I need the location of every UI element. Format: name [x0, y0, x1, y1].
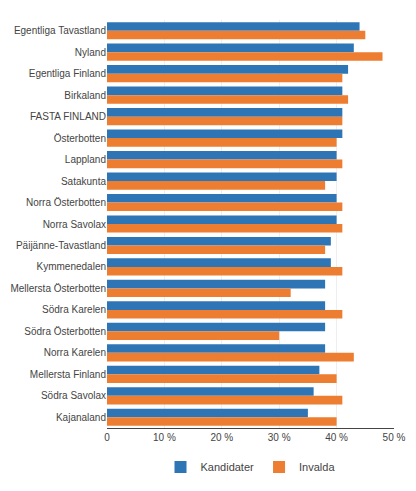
svg-text:Kajanaland: Kajanaland	[56, 412, 106, 423]
svg-text:Södra Österbotten: Södra Österbotten	[24, 326, 106, 337]
svg-text:Mellersta Österbotten: Mellersta Österbotten	[10, 283, 106, 294]
svg-text:50 %: 50 %	[383, 432, 406, 443]
svg-text:Södra Savolax: Södra Savolax	[41, 390, 106, 401]
svg-text:Invalda: Invalda	[299, 461, 335, 473]
svg-text:Södra Karelen: Södra Karelen	[42, 304, 106, 315]
svg-text:30 %: 30 %	[268, 432, 291, 443]
svg-text:0: 0	[104, 432, 110, 443]
svg-text:Nyland: Nyland	[75, 47, 106, 58]
svg-text:Egentliga Finland: Egentliga Finland	[29, 68, 106, 79]
svg-text:Norra Österbotten: Norra Österbotten	[26, 197, 106, 208]
svg-text:Österbotten: Österbotten	[54, 133, 106, 144]
svg-text:Birkaland: Birkaland	[64, 90, 106, 101]
svg-text:Mellersta Finland: Mellersta Finland	[30, 369, 106, 380]
svg-text:Kandidater: Kandidater	[201, 461, 255, 473]
svg-text:Kymmenedalen: Kymmenedalen	[37, 261, 106, 272]
svg-text:Norra Karelen: Norra Karelen	[44, 347, 106, 358]
svg-text:FASTA FINLAND: FASTA FINLAND	[30, 111, 106, 122]
svg-text:Lappland: Lappland	[65, 154, 106, 165]
svg-text:40 %: 40 %	[325, 432, 348, 443]
svg-text:Päijänne-Tavastland: Päijänne-Tavastland	[16, 240, 106, 251]
svg-text:Satakunta: Satakunta	[61, 176, 106, 187]
svg-text:Norra Savolax: Norra Savolax	[43, 219, 106, 230]
svg-text:20 %: 20 %	[210, 432, 233, 443]
svg-text:10 %: 10 %	[153, 432, 176, 443]
svg-text:Egentliga Tavastland: Egentliga Tavastland	[14, 25, 106, 36]
